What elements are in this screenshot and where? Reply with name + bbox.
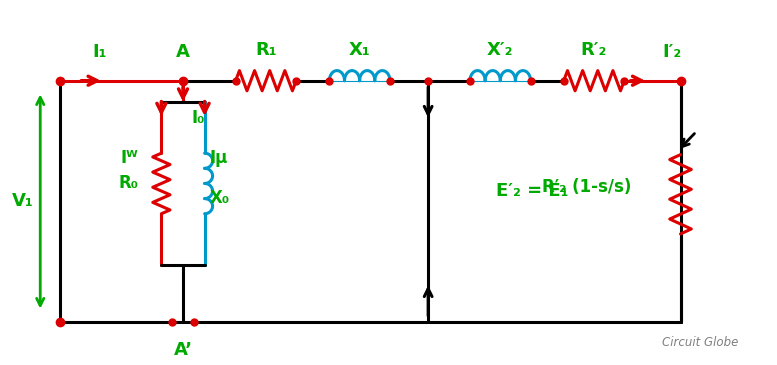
Text: X₁: X₁ bbox=[349, 41, 371, 59]
Text: A: A bbox=[176, 42, 190, 61]
Text: E′₂ = E₁: E′₂ = E₁ bbox=[497, 182, 569, 200]
Text: Circuit Globe: Circuit Globe bbox=[662, 336, 738, 349]
Text: Iμ: Iμ bbox=[210, 149, 228, 167]
Text: R′₂: R′₂ bbox=[581, 41, 607, 59]
Text: R₁: R₁ bbox=[255, 41, 277, 59]
Text: V₁: V₁ bbox=[12, 192, 34, 211]
Text: I₁: I₁ bbox=[92, 42, 107, 61]
Text: X′₂: X′₂ bbox=[487, 41, 514, 59]
Text: Iᵂ: Iᵂ bbox=[120, 149, 138, 167]
Text: I₀: I₀ bbox=[192, 109, 205, 127]
Text: R′₂ (1-s/s): R′₂ (1-s/s) bbox=[542, 178, 632, 196]
Text: R₀: R₀ bbox=[118, 174, 138, 192]
Text: A’: A’ bbox=[173, 341, 193, 359]
Text: I′₂: I′₂ bbox=[662, 42, 681, 61]
Text: X₀: X₀ bbox=[210, 189, 230, 207]
